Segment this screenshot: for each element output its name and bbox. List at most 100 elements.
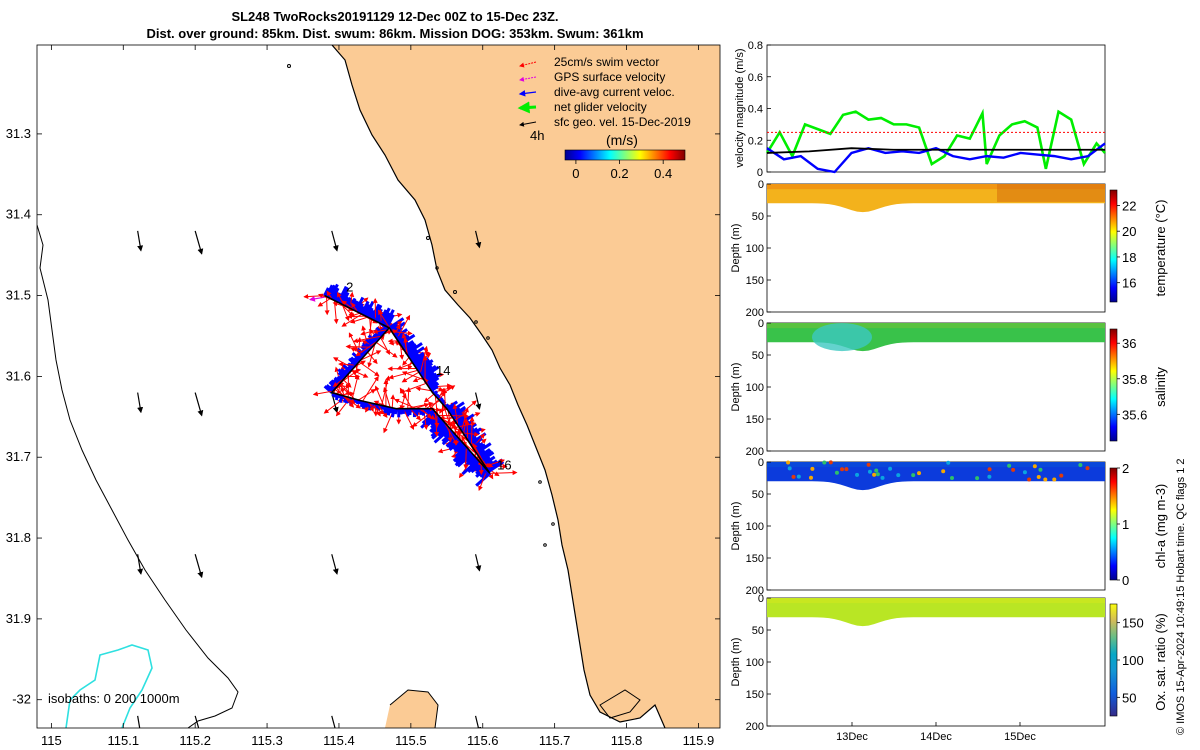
dive-avg-current-arrow: [359, 400, 365, 408]
section-y-tick-label: 50: [752, 489, 764, 501]
sfc-geo-velocity-arrow: [474, 230, 482, 249]
dive-avg-current-arrow: [478, 448, 491, 459]
dive-avg-current-arrow: [400, 340, 409, 348]
velocity-series-line: [766, 147, 1105, 154]
swim-vector-arrow: [405, 401, 434, 410]
map-x-tick-label: 115.9: [683, 733, 715, 748]
dive-avg-current-arrow: [460, 423, 472, 433]
dive-avg-current-arrow: [386, 406, 392, 416]
map-x-tick-label: 115.6: [467, 733, 499, 748]
swim-vector-arrow: [355, 340, 379, 357]
dive-avg-current-arrow: [329, 283, 339, 300]
dive-avg-current-arrow: [433, 427, 452, 444]
swim-vector-arrow: [350, 368, 362, 374]
section-data-point: [787, 466, 792, 471]
isobath-label: isobaths: 0 200 1000m: [48, 691, 180, 706]
dive-avg-current-arrow: [468, 457, 478, 467]
sfc-geo-velocity-arrow: [474, 554, 482, 572]
section-data-point: [1032, 464, 1037, 469]
section-y-tick-label: 100: [746, 382, 764, 394]
dive-avg-current-arrow: [464, 455, 477, 467]
section-data-point: [1038, 467, 1043, 472]
section-data-point: [896, 473, 901, 478]
dive-avg-current-arrow: [366, 307, 374, 318]
swim-vector-arrow: [312, 390, 334, 397]
dive-avg-current-arrow: [475, 442, 492, 455]
velocity-panel: 0 0.2 0.4 0.6 0.8 velocity magnitude (m/s): [734, 40, 1106, 179]
dive-avg-current-arrow: [338, 395, 344, 403]
dive-avg-current-arrow: [465, 427, 482, 440]
section-x-tick-label: 15Dec: [1004, 731, 1036, 743]
swim-vector-arrow: [401, 333, 409, 356]
sfc-geo-velocity-arrow: [474, 392, 482, 410]
swim-vector-arrow: [399, 382, 427, 394]
section-data-point: [987, 467, 992, 472]
dive-avg-current-arrow: [385, 314, 395, 328]
section-oxygen: 0 50 100 150 200 Depth (m) 50 100 150 Ox. sat. ra…: [730, 593, 1168, 743]
dive-avg-current-arrow: [371, 335, 379, 342]
map-frame: [36, 44, 721, 729]
dive-avg-current-arrow: [468, 435, 478, 444]
swim-vector-arrow: [406, 386, 412, 409]
swim-vector-arrow: [452, 403, 459, 426]
swim-vector-arrow: [358, 388, 376, 401]
dive-avg-current-arrow: [427, 380, 438, 389]
land-mass: [332, 45, 720, 728]
map-x-tick-label: 115.1: [107, 733, 139, 748]
section-data-point: [796, 474, 801, 479]
section-y-tick-label: 200: [746, 585, 764, 597]
section-axes: [766, 183, 1106, 313]
dive-avg-current-arrow: [453, 442, 465, 453]
map-y-tick-label: 31.7: [6, 449, 31, 464]
dive-avg-current-arrow: [393, 408, 398, 415]
track-waypoint-label: 14: [436, 363, 450, 378]
track-waypoint-label: 2: [346, 280, 353, 295]
swim-vector-arrow: [352, 335, 383, 344]
sfc-geo-velocity-arrow: [137, 715, 141, 728]
section-colorbar-tick-label: 20: [1122, 224, 1136, 239]
map-y-axis: 31.3 31.4 31.5 31.6 31.7 31.8 31.9 -32: [6, 126, 720, 707]
velocity-y-tick-label: 0.4: [748, 104, 763, 116]
section-colorbar-tick-label: 100: [1122, 653, 1144, 668]
dive-avg-current-arrow: [364, 300, 375, 317]
swim-vector-arrow: [317, 298, 331, 307]
dive-avg-current-arrow: [409, 352, 420, 361]
dive-avg-current-arrow: [367, 334, 378, 344]
velocity-y-tick-label: 0: [757, 167, 763, 179]
swim-vector-arrow: [434, 412, 440, 437]
section-y-tick-label: 150: [746, 553, 764, 565]
section-colorbar-tick-label: 18: [1122, 250, 1136, 265]
section-axes: [766, 461, 1106, 591]
sfc-geo-velocity-field: [137, 230, 482, 728]
dive-avg-current-arrow: [348, 357, 358, 367]
swim-vector-arrow: [419, 345, 429, 375]
dive-avg-current-arrow: [350, 356, 359, 365]
swim-vector-arrow: [409, 408, 422, 421]
isobath-1000m: [37, 224, 239, 728]
dive-avg-current-arrow: [329, 384, 336, 391]
coastline-island-small: [599, 689, 641, 719]
section-colorbar-tick-label: 35.8: [1122, 372, 1147, 387]
velocity-y-axis: 0 0.2 0.4 0.6 0.8: [748, 40, 771, 179]
swim-vector-arrow: [358, 361, 380, 377]
section-data-point: [1007, 463, 1012, 468]
swim-vector-arrow: [367, 343, 376, 368]
section-colorbar-label: salinity: [1153, 367, 1168, 407]
velocity-series: [765, 108, 1106, 174]
section-data-point: [941, 469, 946, 474]
section-data-surface: [767, 184, 1105, 190]
swim-vector-arrow: [461, 418, 468, 442]
map-x-tick-label: 115: [41, 733, 62, 748]
dive-avg-current-arrow: [454, 449, 471, 464]
section-data-point: [828, 460, 833, 465]
section-data-point: [946, 460, 951, 465]
swim-vector-arrow: [453, 431, 480, 437]
swim-vector-arrow: [386, 330, 413, 336]
swim-vector-arrow: [367, 351, 378, 365]
swim-vector-arrow: [401, 371, 420, 383]
speed-colorbar-tick-label: 0: [572, 166, 579, 181]
section-data-point: [1078, 463, 1083, 468]
swim-vector-arrow: [443, 421, 457, 446]
map-x-tick-label: 115.3: [251, 733, 283, 748]
dive-avg-current-arrow: [419, 364, 433, 376]
